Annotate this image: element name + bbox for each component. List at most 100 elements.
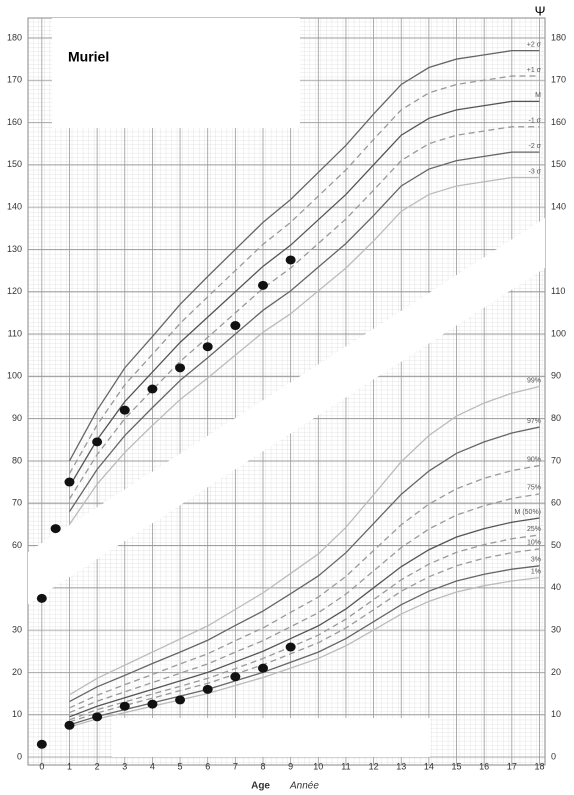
reference-curve xyxy=(69,517,540,718)
reference-curve xyxy=(69,426,540,703)
curve-label: +2 σ xyxy=(527,41,542,48)
x-tick-label: 16 xyxy=(479,761,489,771)
reference-curve xyxy=(68,49,540,462)
measurement-point xyxy=(202,342,213,352)
y-tick-label: 110 xyxy=(8,328,22,338)
y-tick-label: 60 xyxy=(12,540,22,550)
measurement-point xyxy=(64,477,75,487)
measurement-point xyxy=(175,695,186,705)
y-tick-label: 150 xyxy=(551,159,566,169)
x-tick-label: 0 xyxy=(39,761,44,771)
measurement-point xyxy=(285,642,296,652)
x-tick-label: 3 xyxy=(122,761,127,771)
y-tick-label: 80 xyxy=(551,413,561,423)
y-tick-label: 20 xyxy=(551,667,561,677)
y-tick-label: 140 xyxy=(551,201,566,211)
y-tick-label: 90 xyxy=(551,371,561,381)
reference-curve xyxy=(68,100,540,487)
measurement-point xyxy=(230,321,241,331)
curve-label: -1 σ xyxy=(529,118,542,125)
reference-curve xyxy=(68,75,540,474)
measurement-point xyxy=(64,720,75,730)
y-tick-label: 160 xyxy=(7,117,22,127)
measurement-point xyxy=(36,593,47,603)
blank-box xyxy=(112,718,430,757)
y-tick-label: 20 xyxy=(12,667,22,677)
x-tick-label: 6 xyxy=(205,761,210,771)
chart-title: Muriel xyxy=(68,49,109,65)
reference-curve xyxy=(69,493,540,714)
name-box xyxy=(52,18,300,128)
x-tick-label: 15 xyxy=(452,761,462,771)
x-tick-label: 18 xyxy=(534,761,544,771)
measurement-point xyxy=(119,405,130,415)
y-tick-label: 10 xyxy=(12,709,22,719)
reference-curve xyxy=(68,176,540,525)
y-tick-label: 40 xyxy=(551,582,561,592)
y-tick-label: 180 xyxy=(7,32,22,42)
measurement-point xyxy=(202,684,213,694)
curve-label: -2 σ xyxy=(529,143,542,150)
x-tick-label: 7 xyxy=(233,761,238,771)
measurement-point xyxy=(119,701,130,711)
x-tick-label: 10 xyxy=(313,761,323,771)
y-tick-label: 160 xyxy=(551,117,566,127)
y-tick-label: 130 xyxy=(7,244,22,254)
x-tick-label: 14 xyxy=(424,761,434,771)
curve-label: 75% xyxy=(527,485,541,492)
y-tick-label: 90 xyxy=(12,413,22,423)
logo: Ψ xyxy=(535,3,546,18)
y-tick-label: 80 xyxy=(12,455,22,465)
reference-curve xyxy=(69,534,540,721)
curve-label: +1 σ xyxy=(527,67,542,74)
y-tick-label: 60 xyxy=(551,498,561,508)
y-tick-label: 100 xyxy=(7,371,22,381)
x-tick-label: 8 xyxy=(260,761,265,771)
y-tick-label: 170 xyxy=(551,75,566,85)
y-tick-label: 100 xyxy=(551,328,566,338)
y-tick-label: 0 xyxy=(17,751,22,761)
measurement-point xyxy=(147,699,158,709)
x-tick-label: 1 xyxy=(67,761,72,771)
x-tick-label: 11 xyxy=(341,761,350,771)
x-tick-label: 13 xyxy=(396,761,406,771)
measurement-point xyxy=(258,280,268,290)
x-tick-label: 12 xyxy=(369,761,379,771)
curve-label: -3 σ xyxy=(529,168,542,175)
x-tick-label: 2 xyxy=(95,761,100,771)
reference-curve xyxy=(69,464,540,709)
y-tick-label: 110 xyxy=(551,286,565,296)
x-axis-label: Age xyxy=(251,781,270,792)
y-tick-label: 150 xyxy=(7,159,22,169)
separator-band xyxy=(28,218,545,604)
measurement-point xyxy=(175,363,186,373)
reference-curve xyxy=(68,151,540,513)
curve-label: 10% xyxy=(527,540,541,547)
x-tick-label: 4 xyxy=(150,761,155,771)
measurement-point xyxy=(258,663,268,673)
curve-label: 90% xyxy=(527,456,541,463)
measurement-point xyxy=(36,739,47,749)
y-tick-label: 180 xyxy=(551,32,566,42)
reference-curve xyxy=(68,126,540,500)
reference-curve xyxy=(69,548,540,723)
y-tick-label: 50 xyxy=(551,540,561,550)
reference-curve xyxy=(69,385,540,696)
x-tick-label: 17 xyxy=(507,761,517,771)
y-tick-label: 120 xyxy=(7,286,22,296)
measurement-point xyxy=(92,712,103,722)
measurement-point xyxy=(230,672,241,682)
curve-label: 1% xyxy=(531,568,541,575)
measurement-point xyxy=(285,255,296,265)
x-tick-label: 5 xyxy=(178,761,183,771)
reference-curve xyxy=(69,577,540,728)
measurement-point xyxy=(50,524,61,534)
curve-label: M xyxy=(535,92,541,99)
curve-label: M (50%) xyxy=(515,509,541,516)
x-axis-label-alt: Année xyxy=(289,781,319,792)
y-tick-label: 70 xyxy=(12,498,22,508)
y-tick-label: 140 xyxy=(7,201,22,211)
curve-label: 99% xyxy=(527,377,541,384)
y-tick-label: 0 xyxy=(551,751,556,761)
